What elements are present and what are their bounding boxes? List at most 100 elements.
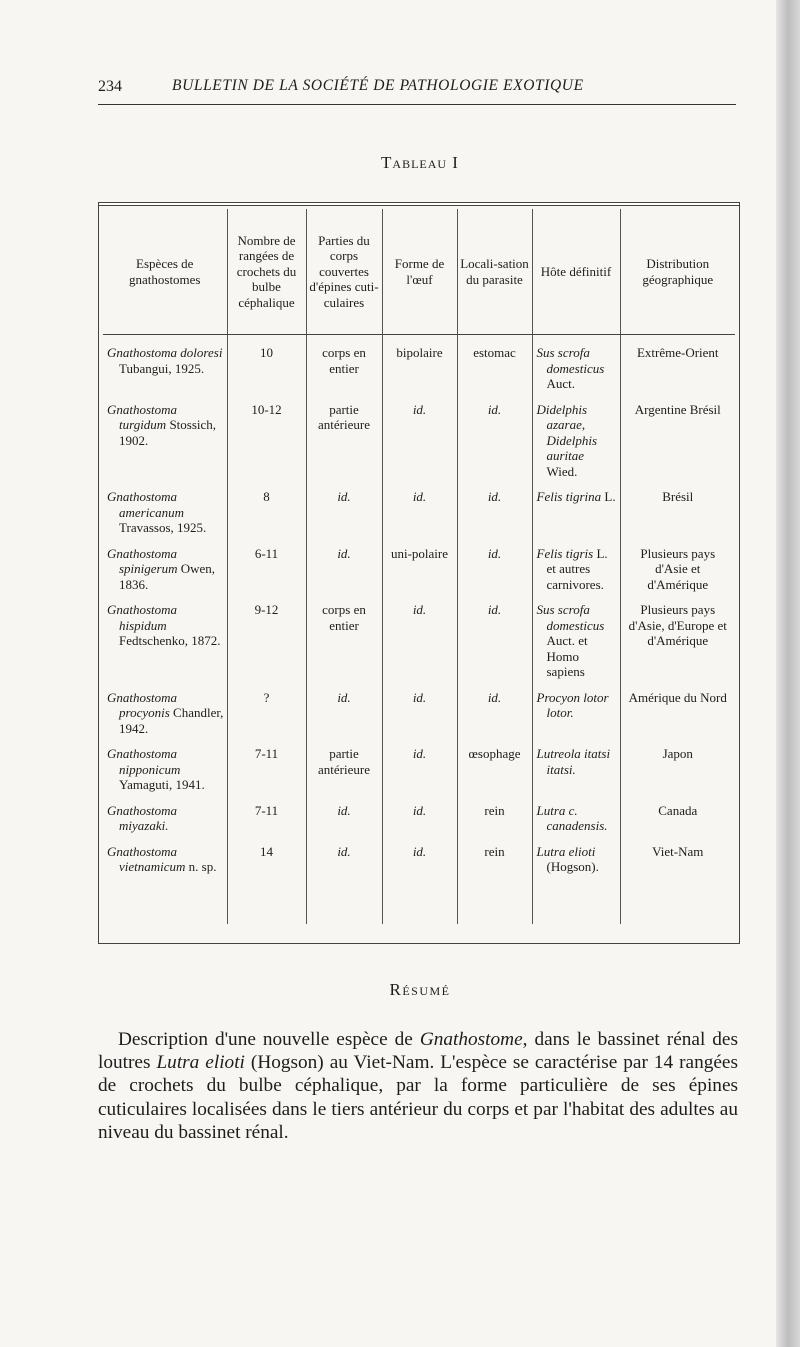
host-name: Procyon lotor lotor.: [536, 689, 609, 721]
host-cell: Felis tigris L. et autres carnivores.: [531, 535, 620, 592]
distribution-cell: Canada: [619, 792, 735, 834]
location-cell: estomac: [456, 334, 532, 392]
egg-shape-cell: id.: [381, 736, 457, 793]
page-edge-shadow: [776, 0, 800, 1347]
column-header: Nombre de rangées de crochets du bulbe c…: [226, 209, 306, 335]
egg-shape-cell: id.: [381, 479, 457, 536]
species-name: Gnathostoma miyazaki.: [107, 802, 178, 834]
species-name: Gnathostoma turgidum: [107, 401, 178, 433]
host-name: Felis tigrina: [536, 489, 602, 504]
resume-host: Lutra elioti: [156, 1052, 245, 1074]
species-author: Stossich, 1902.: [119, 417, 217, 448]
location-cell: rein: [456, 833, 532, 924]
resume-genus: Gnathostome: [419, 1029, 523, 1050]
table-row: Gnathostoma hispidum Fedtschenko, 1872. 9…: [103, 592, 735, 680]
table-row: Gnathostoma vietnamicum n. sp. 14 id. id. re…: [103, 833, 735, 924]
hook-rows-cell: 7-11: [226, 792, 306, 834]
spine-parts-cell: corps en entier: [305, 334, 382, 392]
hook-rows-cell: ?: [226, 679, 306, 736]
host-cell: Felis tigrina L.: [531, 479, 620, 536]
table-header-row: Espèces de gnathostomes Nombre de rangées…: [103, 209, 735, 335]
distribution-cell: Plusieurs pays d'Asie, d'Europe et d'Amé…: [619, 592, 735, 680]
location-cell: id.: [456, 592, 532, 680]
spine-parts-cell: id.: [305, 679, 382, 736]
distribution-cell: Plusieurs pays d'Asie et d'Amérique: [619, 535, 735, 592]
hook-rows-cell: 9-12: [226, 592, 306, 680]
spine-parts-cell: partie antérieure: [305, 391, 382, 479]
hook-rows-cell: 10: [226, 334, 306, 392]
species-name: Gnathostoma procyonis: [107, 689, 178, 721]
table-title: Tableau I: [381, 153, 459, 172]
table-row: Gnathostoma miyazaki. 7-11 id. id. rein Lutr…: [103, 792, 735, 834]
egg-shape-cell: id.: [381, 679, 457, 736]
hook-rows-cell: 7-11: [226, 736, 306, 793]
host-name: Felis tigris: [536, 545, 594, 561]
species-name: Gnathostoma americanum: [107, 489, 184, 520]
host-cell: Lutra elioti (Hogson).: [531, 833, 620, 924]
host-author: L. et autres carnivores.: [546, 545, 608, 592]
host-cell: Sus scrofa domesticus Auct.: [531, 334, 620, 392]
species-cell: Gnathostoma hispidum Fedtschenko, 1872.: [103, 592, 227, 680]
host-cell: Procyon lotor lotor.: [531, 679, 620, 736]
species-author: Tubangui, 1925.: [119, 360, 205, 376]
table-row: Gnathostoma nipponicum Yamaguti, 1941. 7-…: [103, 736, 735, 793]
header-rule: [98, 104, 736, 105]
distribution-cell: Viet-Nam: [619, 833, 735, 924]
host-name: Sus scrofa domesticus: [536, 602, 605, 633]
host-cell: Lutreola itatsi itatsi.: [531, 736, 620, 793]
host-cell: Sus scrofa domesticus Auct. et Homo sapi…: [531, 592, 620, 680]
egg-shape-cell: uni-polaire: [381, 535, 457, 592]
resume-paragraph: Description d'une nouvelle espèce de Gna…: [98, 1028, 738, 1144]
species-cell: Gnathostoma spinigerum Owen, 1836.: [103, 536, 227, 593]
species-author: Chandler, 1942.: [119, 705, 224, 736]
column-header: Parties du corps couvertes d'épines cuti…: [305, 209, 382, 335]
egg-shape-cell: bipolaire: [381, 334, 457, 392]
resume-text: Description d'une nouvelle espèce de: [118, 1029, 420, 1050]
species-cell: Gnathostoma turgidum Stossich, 1902.: [103, 392, 227, 480]
species-name: Gnathostoma hispidum: [107, 602, 178, 633]
distribution-cell: Extrême-Orient: [619, 334, 735, 392]
column-header: Locali-sation du parasite: [456, 209, 532, 335]
species-cell: Gnathostoma nipponicum Yamaguti, 1941.: [103, 736, 227, 793]
species-author: Fedtschenko, 1872.: [119, 633, 221, 648]
species-author: Owen, 1836.: [119, 561, 216, 592]
egg-shape-cell: id.: [381, 833, 457, 924]
host-name: Didelphis azarae, Didelphis auritae: [536, 401, 598, 464]
table-row: Gnathostoma doloresi Tubangui, 1925. 10 co…: [103, 334, 735, 392]
location-cell: id.: [456, 479, 532, 536]
spine-parts-cell: id.: [305, 479, 382, 536]
spine-parts-cell: id.: [305, 833, 382, 924]
hook-rows-cell: 6-11: [226, 535, 306, 592]
page-number: 234: [98, 78, 122, 95]
species-cell: Gnathostoma doloresi Tubangui, 1925.: [103, 335, 227, 392]
column-header: Hôte définitif: [531, 209, 620, 335]
spine-parts-cell: id.: [305, 535, 382, 592]
host-author: Auct. et Homo sapiens: [546, 633, 588, 679]
distribution-cell: Amérique du Nord: [619, 679, 735, 736]
host-name: Lutra c. canadensis.: [536, 802, 608, 834]
table-row: Gnathostoma procyonis Chandler, 1942.? id…: [103, 679, 735, 737]
species-author: Travassos, 1925.: [119, 520, 207, 535]
species-name: Gnathostoma doloresi: [107, 345, 223, 360]
host-cell: Didelphis azarae, Didelphis auritae Wied…: [531, 391, 620, 479]
location-cell: id.: [456, 535, 532, 592]
host-author: L.: [604, 489, 616, 504]
species-author: n. sp.: [188, 859, 217, 874]
column-header: Espèces de gnathostomes: [103, 209, 227, 335]
hook-rows-cell: 10-12: [226, 391, 306, 479]
spine-parts-cell: id.: [305, 792, 382, 834]
hook-rows-cell: 8: [226, 479, 306, 536]
resume-text: , dans le bassinet rénal des loutres: [98, 1029, 738, 1074]
location-cell: id.: [456, 391, 532, 479]
running-title: BULLETIN DE LA SOCIÉTÉ DE PATHOLOGIE EXO…: [172, 77, 584, 94]
species-cell: Gnathostoma americanum Travassos, 1925.: [103, 479, 227, 536]
species-name: Gnathostoma vietnamicum: [107, 843, 186, 875]
egg-shape-cell: id.: [381, 592, 457, 680]
species-author: Yamaguti, 1941.: [119, 777, 205, 792]
species-cell: Gnathostoma procyonis Chandler, 1942.: [103, 680, 227, 737]
table-row: Gnathostoma americanum Travassos, 1925. 8…: [103, 479, 735, 536]
host-cell: Lutra c. canadensis.: [531, 792, 620, 834]
egg-shape-cell: id.: [381, 391, 457, 479]
spine-parts-cell: partie antérieure: [305, 736, 382, 793]
